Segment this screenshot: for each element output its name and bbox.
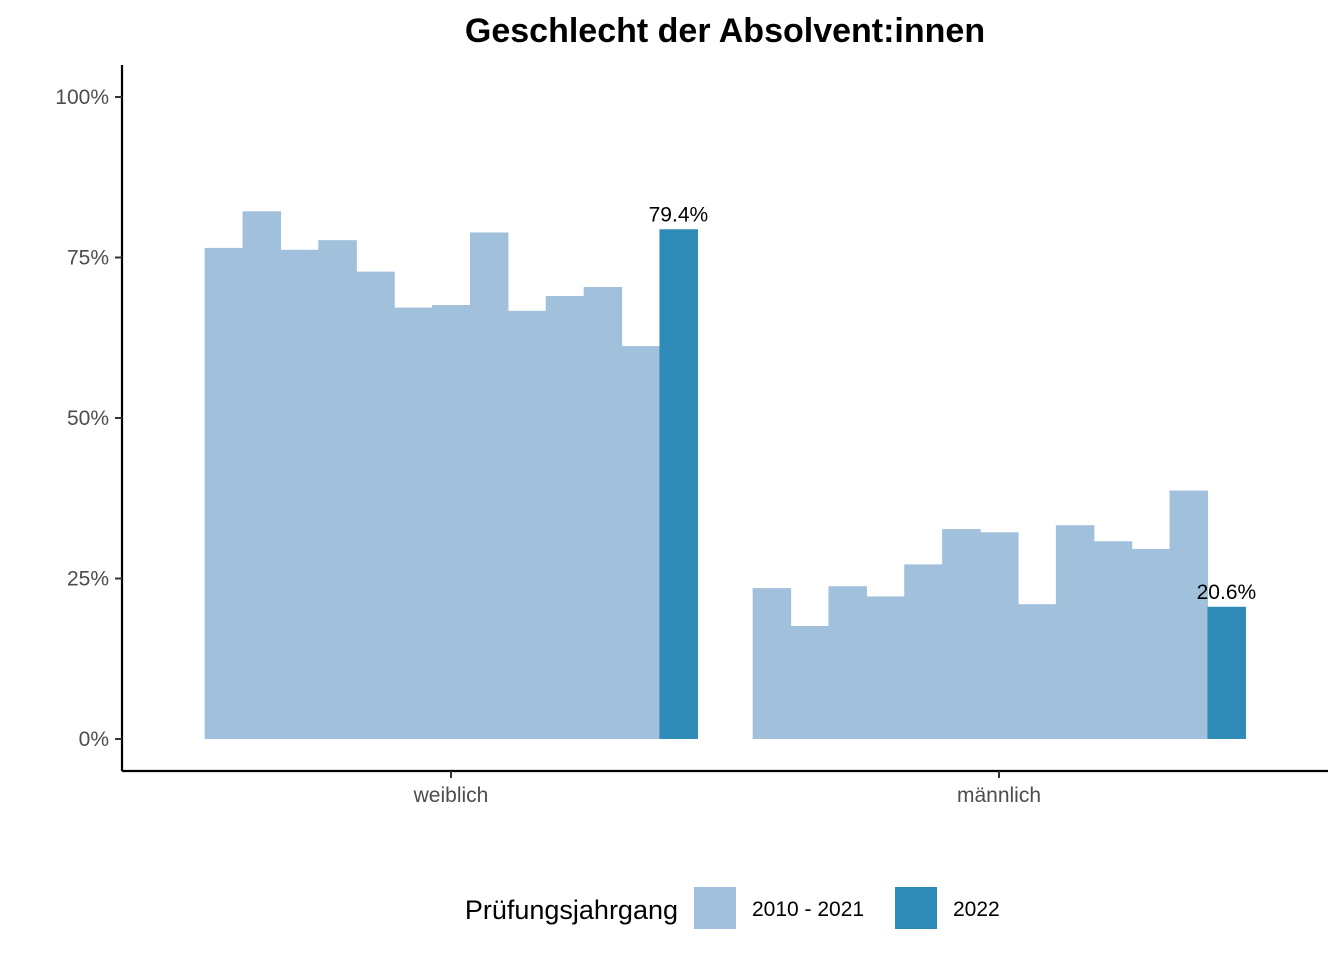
chart-title: Geschlecht der Absolvent:innen <box>465 12 985 50</box>
data-label-weiblich: 79.4% <box>649 203 709 226</box>
bar-weiblich-8 <box>507 310 547 739</box>
bar-maennlich-7 <box>1017 604 1057 739</box>
x-tick-label-maennlich: männlich <box>957 784 1041 807</box>
bar-maennlich-10 <box>1131 548 1171 739</box>
bar-maennlich-9 <box>1093 541 1133 739</box>
legend-key-0 <box>694 887 736 929</box>
y-tick-label: 100% <box>55 86 109 109</box>
bar-weiblich-11 <box>621 346 661 739</box>
x-tick-label-weiblich: weiblich <box>413 784 489 807</box>
y-tick-label: 25% <box>67 568 109 591</box>
y-tick-label: 50% <box>67 407 109 430</box>
bar-weiblich-3 <box>318 240 357 740</box>
bar-weiblich-1 <box>242 211 282 739</box>
legend: Prüfungsjahrgang 2010 - 2021 2022 <box>465 887 1000 929</box>
bar-maennlich-11 <box>1169 490 1209 739</box>
bar-maennlich-6 <box>980 532 1019 739</box>
bar-weiblich-9 <box>545 296 585 739</box>
bar-weiblich-4 <box>356 271 395 739</box>
bar-weiblich-6 <box>432 305 471 739</box>
legend-label-0: 2010 - 2021 <box>752 898 864 921</box>
data-label-maennlich: 20.6% <box>1197 581 1257 604</box>
bar-maennlich-0 <box>752 588 792 739</box>
bar-weiblich-5 <box>394 307 433 739</box>
bar-maennlich-4 <box>904 564 943 739</box>
y-axis: 0% 25% 50% 75% 100% <box>55 65 124 771</box>
bar-weiblich-2 <box>280 249 319 740</box>
bar-maennlich-3 <box>866 596 905 739</box>
y-tick-label: 0% <box>79 728 109 751</box>
y-tick-label: 75% <box>67 247 109 270</box>
legend-key-1 <box>895 887 937 929</box>
bar-weiblich-10 <box>583 287 623 739</box>
data-labels-group: 79.4% 20.6% <box>649 203 1257 604</box>
bar-maennlich-8 <box>1055 525 1095 739</box>
bar-weiblich-0 <box>204 247 244 739</box>
bar-weiblich-7 <box>469 232 509 739</box>
bar-maennlich-2 <box>828 586 867 739</box>
bar-weiblich-12 <box>659 229 698 739</box>
bar-maennlich-5 <box>942 529 981 739</box>
x-axis: weiblich männlich <box>122 769 1328 807</box>
legend-label-1: 2022 <box>953 898 1000 921</box>
bar-maennlich-1 <box>790 626 830 739</box>
bar-maennlich-12 <box>1207 606 1246 739</box>
bars-group <box>204 211 1246 740</box>
legend-title: Prüfungsjahrgang <box>465 895 678 925</box>
